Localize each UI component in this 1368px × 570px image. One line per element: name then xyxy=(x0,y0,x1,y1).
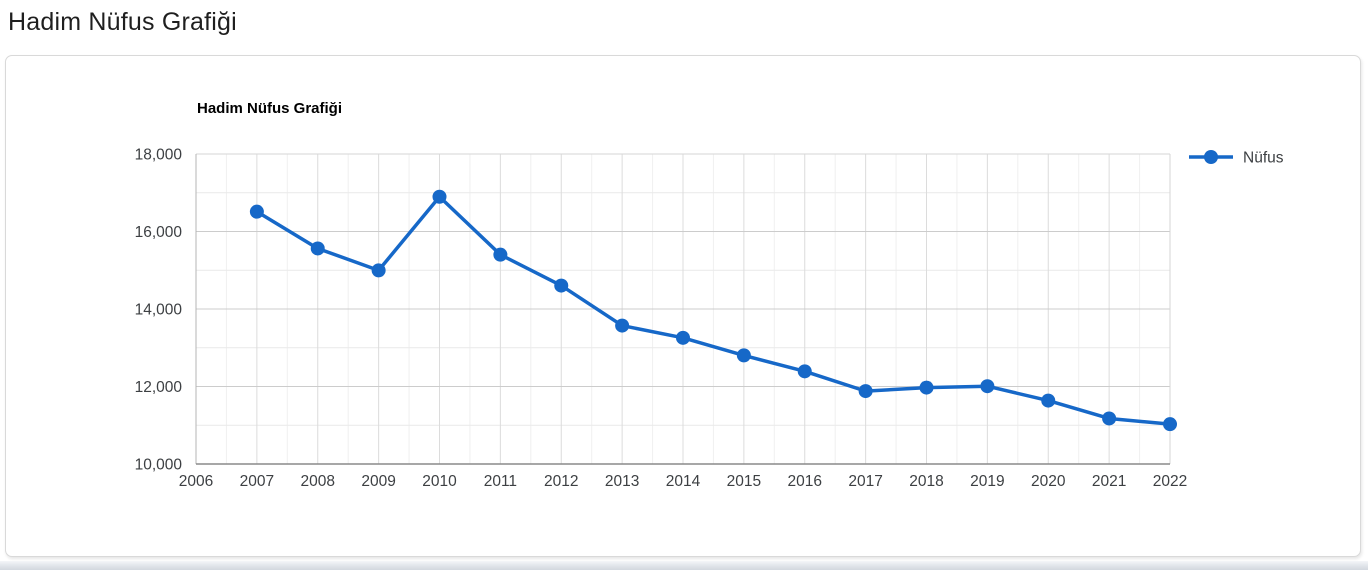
data-point-2020[interactable] xyxy=(1041,393,1056,408)
chart-card: 10,000 12,000 14,000 16,000 18,000 2006 2007 20… xyxy=(5,55,1361,557)
data-point-2018[interactable] xyxy=(919,380,934,395)
x-tick-label-2022: 2022 xyxy=(1153,473,1187,490)
page-title: Hadim Nüfus Grafiği xyxy=(8,8,237,36)
x-tick-label-2020: 2020 xyxy=(1031,473,1066,490)
y-tick-label-12000: 12,000 xyxy=(135,379,183,396)
data-point-2019[interactable] xyxy=(980,379,995,394)
next-section-edge xyxy=(0,561,1368,570)
y-tick-label-10000: 10,000 xyxy=(135,457,183,474)
data-point-2016[interactable] xyxy=(797,364,812,379)
x-tick-label-2009: 2009 xyxy=(361,473,395,490)
legend-label[interactable]: Nüfus xyxy=(1243,150,1284,167)
data-point-2011[interactable] xyxy=(493,247,508,262)
chart-title: Hadim Nüfus Grafiği xyxy=(197,100,342,117)
data-point-2012[interactable] xyxy=(554,278,569,293)
x-tick-label-2013: 2013 xyxy=(605,473,639,490)
x-tick-label-2015: 2015 xyxy=(727,473,761,490)
x-tick-label-2010: 2010 xyxy=(422,473,457,490)
x-tick-label-2021: 2021 xyxy=(1092,473,1126,490)
data-point-2014[interactable] xyxy=(676,330,690,345)
y-tick-label-18000: 18,000 xyxy=(135,147,183,164)
data-point-2009[interactable] xyxy=(371,263,386,278)
data-point-2017[interactable] xyxy=(858,384,873,399)
x-tick-label-2016: 2016 xyxy=(788,473,822,490)
population-line-chart: 10,000 12,000 14,000 16,000 18,000 2006 2007 20… xyxy=(135,100,1284,490)
data-point-2013[interactable] xyxy=(615,318,630,333)
x-tick-label-2008: 2008 xyxy=(301,473,335,490)
x-tick-label-2012: 2012 xyxy=(544,473,578,490)
x-tick-label-2011: 2011 xyxy=(484,473,517,490)
x-tick-label-2019: 2019 xyxy=(970,473,1004,490)
x-tick-label-2006: 2006 xyxy=(179,473,213,490)
legend-marker-dot xyxy=(1204,150,1218,164)
x-tick-label-2017: 2017 xyxy=(848,473,882,490)
series-line-nufus xyxy=(255,194,1172,426)
y-tick-label-16000: 16,000 xyxy=(135,224,183,241)
y-tick-label-14000: 14,000 xyxy=(135,302,183,319)
data-point-2022[interactable] xyxy=(1163,417,1177,432)
data-point-2010[interactable] xyxy=(432,189,447,204)
data-point-2021[interactable] xyxy=(1102,411,1117,426)
x-tick-label-2014: 2014 xyxy=(666,473,701,490)
x-tick-label-2007: 2007 xyxy=(240,473,274,490)
data-point-2015[interactable] xyxy=(736,348,751,363)
data-point-2007[interactable] xyxy=(249,204,264,219)
x-tick-label-2018: 2018 xyxy=(909,473,943,490)
data-point-2008[interactable] xyxy=(310,241,325,256)
